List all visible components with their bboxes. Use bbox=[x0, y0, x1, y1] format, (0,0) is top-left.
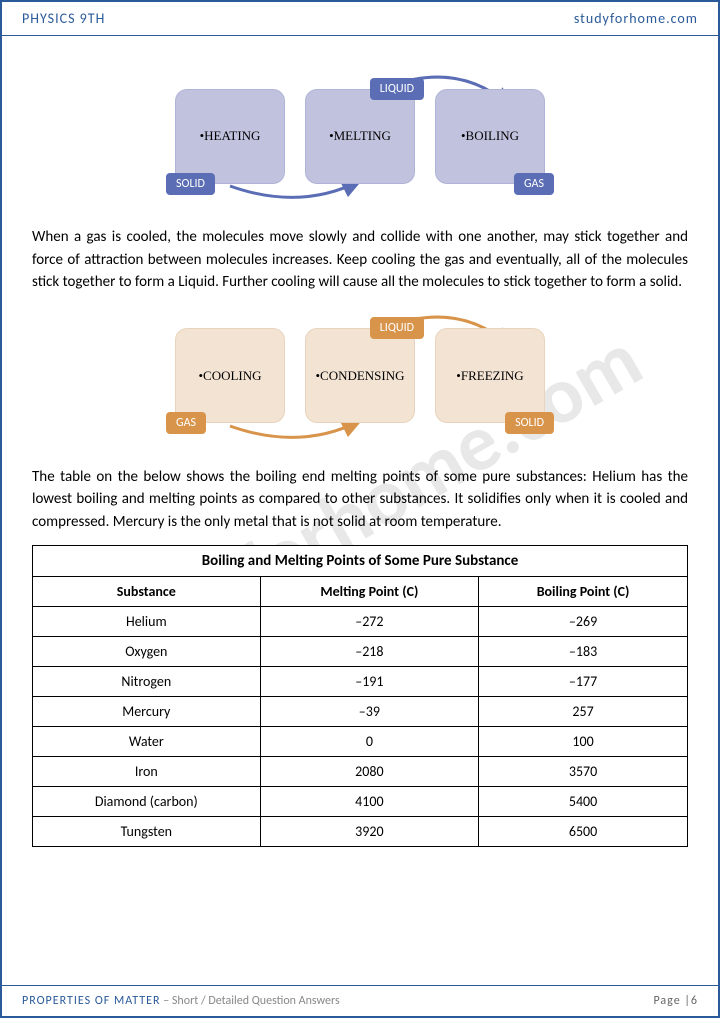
table-cell: Iron bbox=[33, 757, 261, 787]
state-tag: LIQUID bbox=[370, 78, 424, 100]
table-column-header: Melting Point (C) bbox=[260, 577, 478, 607]
table-cell: Nitrogen bbox=[33, 667, 261, 697]
table-column-header: Boiling Point (C) bbox=[479, 577, 688, 607]
table-cell: 6500 bbox=[479, 817, 688, 847]
table-cell: Helium bbox=[33, 607, 261, 637]
table-cell: –183 bbox=[479, 637, 688, 667]
diagram-box: •BOILINGGAS bbox=[435, 89, 545, 184]
table-cell: 2080 bbox=[260, 757, 478, 787]
table-cell: –272 bbox=[260, 607, 478, 637]
table-cell: 100 bbox=[479, 727, 688, 757]
table-column-header: Substance bbox=[33, 577, 261, 607]
table-row: Mercury–39257 bbox=[33, 697, 688, 727]
state-tag: GAS bbox=[166, 412, 206, 434]
footer-page: Page |6 bbox=[653, 994, 698, 1008]
table-cell: –39 bbox=[260, 697, 478, 727]
melting-boiling-table: Boiling and Melting Points of Some Pure … bbox=[32, 545, 688, 847]
page-header: PHYSICS 9TH studyforhome.com bbox=[2, 2, 718, 36]
page-content: studyforhome.com •HEATINGSOLID•MELTINGLI… bbox=[2, 36, 718, 985]
table-cell: Diamond (carbon) bbox=[33, 787, 261, 817]
table-cell: 257 bbox=[479, 697, 688, 727]
diagram-box: •FREEZINGSOLID bbox=[435, 328, 545, 423]
table-cell: 3570 bbox=[479, 757, 688, 787]
table-title: Boiling and Melting Points of Some Pure … bbox=[33, 546, 688, 577]
table-row: Helium–272–269 bbox=[33, 607, 688, 637]
table-cell: –218 bbox=[260, 637, 478, 667]
table-cell: –269 bbox=[479, 607, 688, 637]
footer-left: PROPERTIES OF MATTER – Short / Detailed … bbox=[22, 994, 340, 1008]
header-left: PHYSICS 9TH bbox=[22, 10, 105, 27]
table-cell: 5400 bbox=[479, 787, 688, 817]
table-cell: Mercury bbox=[33, 697, 261, 727]
table-row: Water0100 bbox=[33, 727, 688, 757]
paragraph-cooling: When a gas is cooled, the molecules move… bbox=[32, 226, 688, 294]
table-cell: –191 bbox=[260, 667, 478, 697]
diagram-box: •MELTINGLIQUID bbox=[305, 89, 415, 184]
table-cell: Tungsten bbox=[33, 817, 261, 847]
table-cell: 4100 bbox=[260, 787, 478, 817]
state-tag: GAS bbox=[514, 173, 554, 195]
diagram-box: •CONDENSINGLIQUID bbox=[305, 328, 415, 423]
table-row: Tungsten39206500 bbox=[33, 817, 688, 847]
page-footer: PROPERTIES OF MATTER – Short / Detailed … bbox=[2, 985, 718, 1016]
table-row: Diamond (carbon)41005400 bbox=[33, 787, 688, 817]
cooling-diagram: •COOLINGGAS•CONDENSINGLIQUID•FREEZINGSOL… bbox=[32, 306, 688, 446]
state-tag: LIQUID bbox=[370, 317, 424, 339]
heating-diagram: •HEATINGSOLID•MELTINGLIQUID•BOILINGGAS bbox=[32, 66, 688, 206]
table-cell: Water bbox=[33, 727, 261, 757]
page-frame: PHYSICS 9TH studyforhome.com studyforhom… bbox=[0, 0, 720, 1018]
table-row: Iron20803570 bbox=[33, 757, 688, 787]
header-right: studyforhome.com bbox=[574, 10, 698, 27]
state-tag: SOLID bbox=[166, 173, 215, 195]
footer-title: PROPERTIES OF MATTER bbox=[22, 994, 161, 1008]
table-cell: 0 bbox=[260, 727, 478, 757]
table-cell: 3920 bbox=[260, 817, 478, 847]
diagram-box: •HEATINGSOLID bbox=[175, 89, 285, 184]
state-tag: SOLID bbox=[505, 412, 554, 434]
paragraph-table-intro: The table on the below shows the boiling… bbox=[32, 466, 688, 534]
table-row: Nitrogen–191–177 bbox=[33, 667, 688, 697]
diagram-box: •COOLINGGAS bbox=[175, 328, 285, 423]
table-cell: –177 bbox=[479, 667, 688, 697]
table-cell: Oxygen bbox=[33, 637, 261, 667]
table-row: Oxygen–218–183 bbox=[33, 637, 688, 667]
footer-subtitle: – Short / Detailed Question Answers bbox=[161, 994, 340, 1008]
